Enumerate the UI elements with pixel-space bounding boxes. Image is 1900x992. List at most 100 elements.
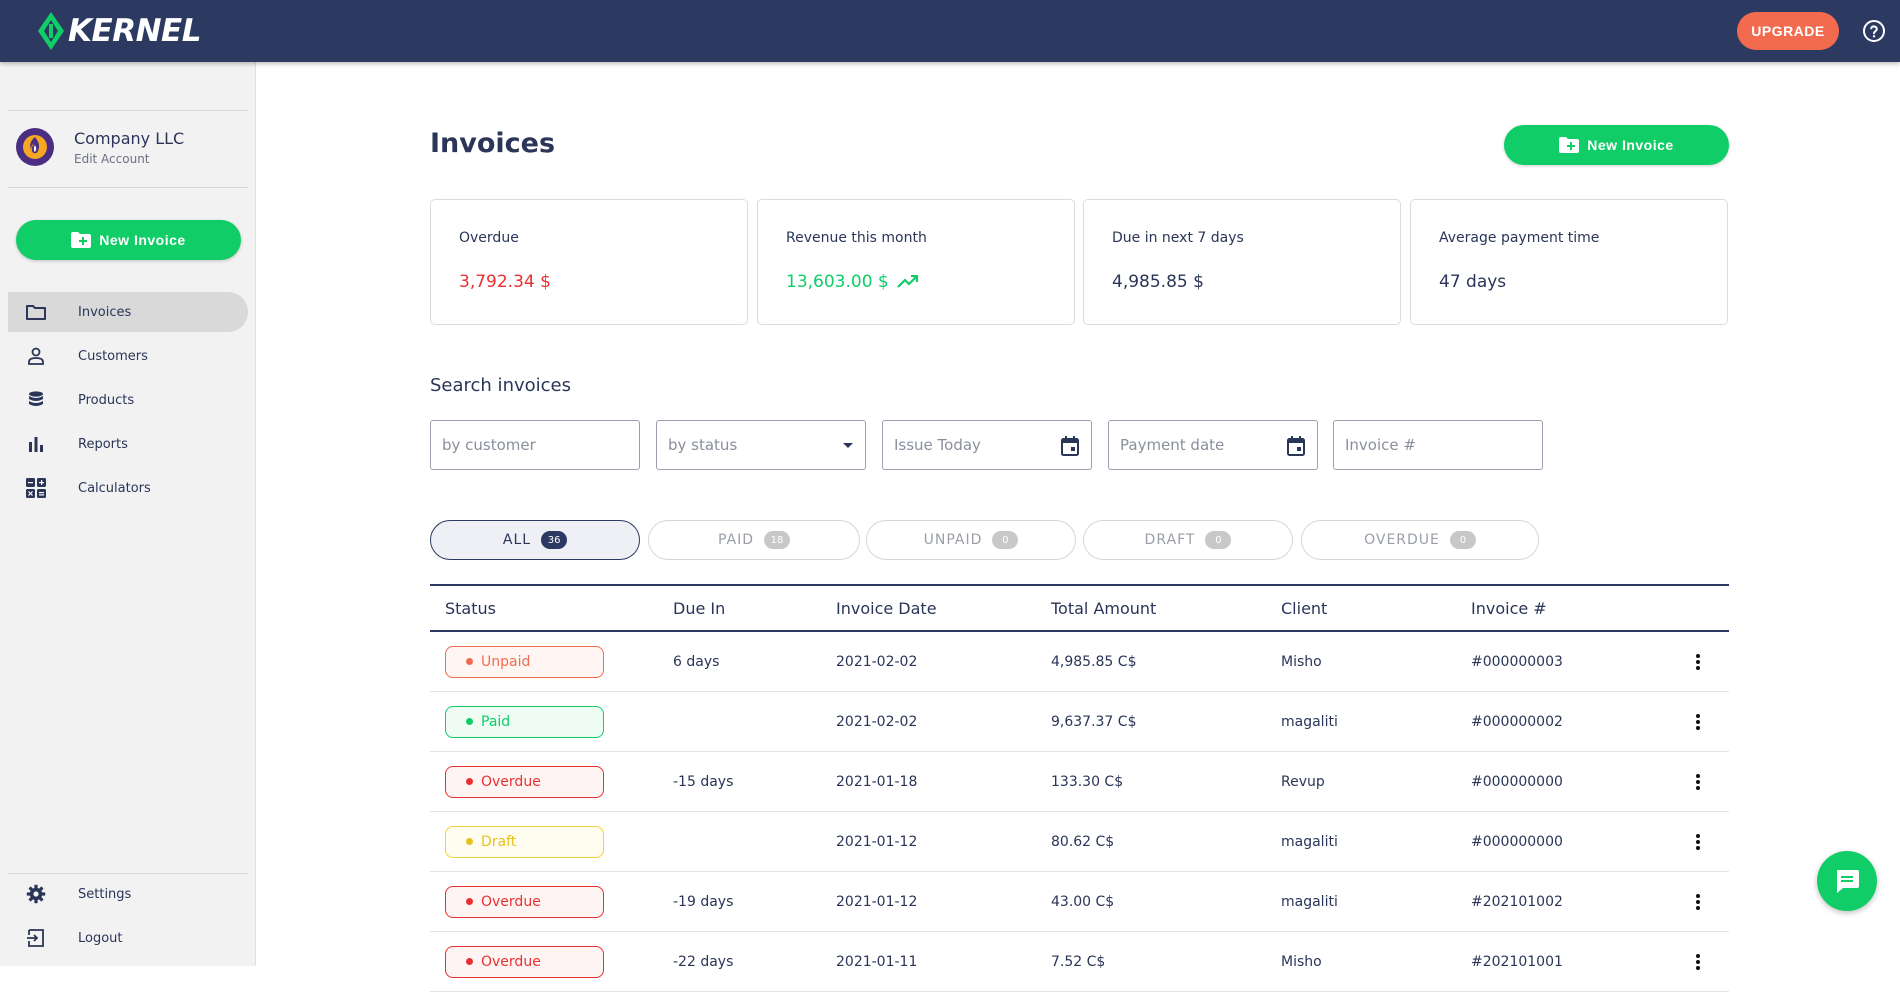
sidebar-item-products[interactable]: Products xyxy=(8,380,248,420)
filter-chip-paid[interactable]: PAID 18 xyxy=(648,520,860,560)
due-in-cell: -19 days xyxy=(673,893,734,910)
invoice-number-cell: #000000000 xyxy=(1471,833,1563,850)
status-dot xyxy=(466,958,473,965)
issue-date-input[interactable]: Issue Today xyxy=(882,420,1092,470)
more-options-icon[interactable] xyxy=(1688,950,1708,974)
table-row[interactable]: Overdue -22 days 2021-01-11 7.52 C$ Mish… xyxy=(430,932,1729,992)
filter-chip-count: 0 xyxy=(1449,531,1476,549)
stat-value: 4,985.85 $ xyxy=(1112,272,1204,292)
column-header-status[interactable]: Status xyxy=(445,598,496,618)
folder-add-icon xyxy=(1559,137,1580,153)
column-header-invoice-date[interactable]: Invoice Date xyxy=(836,598,937,618)
column-header-due-in[interactable]: Due In xyxy=(673,598,726,618)
more-options-icon[interactable] xyxy=(1688,650,1708,674)
stat-card-average-payment-time: Average payment time 47 days xyxy=(1410,199,1728,325)
sidebar-item-reports[interactable]: Reports xyxy=(8,424,248,464)
status-badge: Overdue xyxy=(445,885,604,918)
table-row[interactable]: Draft 2021-01-12 80.62 C$ magaliti #0000… xyxy=(430,812,1729,872)
status-badge-label: Draft xyxy=(481,833,517,850)
status-badge-label: Overdue xyxy=(481,893,541,910)
sidebar-bottom-nav: Settings Logout xyxy=(8,874,248,962)
brand-name: KERNEL xyxy=(68,13,201,49)
account-block[interactable]: Company LLC Edit Account xyxy=(16,124,184,170)
filter-chip-all[interactable]: ALL 36 xyxy=(430,520,640,560)
filter-chip-draft[interactable]: DRAFT 0 xyxy=(1083,520,1293,560)
sidebar-divider xyxy=(8,873,248,874)
invoice-date-cell: 2021-02-02 xyxy=(836,713,918,730)
invoice-number-cell: #000000002 xyxy=(1471,713,1563,730)
avatar[interactable] xyxy=(16,128,54,166)
sidebar-item-customers[interactable]: Customers xyxy=(8,336,248,376)
more-options-icon[interactable] xyxy=(1688,830,1708,854)
chat-button[interactable] xyxy=(1817,851,1877,911)
customer-search-input[interactable]: by customer xyxy=(430,420,640,470)
filter-chip-label: OVERDUE xyxy=(1364,532,1440,548)
invoice-date-cell: 2021-01-11 xyxy=(836,953,918,970)
filter-chip-count: 0 xyxy=(1205,531,1232,549)
invoice-number-input[interactable]: Invoice # xyxy=(1333,420,1543,470)
filter-chip-unpaid[interactable]: UNPAID 0 xyxy=(866,520,1076,560)
status-dot xyxy=(466,898,473,905)
filter-chip-overdue[interactable]: OVERDUE 0 xyxy=(1301,520,1539,560)
gear-icon xyxy=(26,884,46,904)
due-in-cell: -15 days xyxy=(673,773,734,790)
filter-chip-label: PAID xyxy=(717,532,755,548)
stat-card-due-next-7-days: Due in next 7 days 4,985.85 $ xyxy=(1083,199,1401,325)
filter-chip-count: 0 xyxy=(992,531,1019,549)
stat-card-revenue: Revenue this month 13,603.00 $ xyxy=(757,199,1075,325)
sidebar-new-invoice-button[interactable]: New Invoice xyxy=(16,220,241,260)
payment-date-placeholder: Payment date xyxy=(1120,436,1225,454)
status-badge: Draft xyxy=(445,825,604,858)
more-options-icon[interactable] xyxy=(1688,710,1708,734)
client-cell: magaliti xyxy=(1281,713,1338,730)
sidebar-item-settings[interactable]: Settings xyxy=(8,874,248,914)
column-header-client[interactable]: Client xyxy=(1281,598,1328,618)
upgrade-button[interactable]: UPGRADE xyxy=(1737,12,1839,50)
table-row[interactable]: Unpaid 6 days 2021-02-02 4,985.85 C$ Mis… xyxy=(430,632,1729,692)
status-dot xyxy=(466,718,473,725)
stat-label: Overdue xyxy=(459,230,519,246)
invoice-number-cell: #000000003 xyxy=(1471,653,1563,670)
column-header-invoice-number[interactable]: Invoice # xyxy=(1471,598,1547,618)
sidebar-item-label: Calculators xyxy=(78,480,151,496)
column-header-total-amount[interactable]: Total Amount xyxy=(1051,598,1157,618)
more-options-icon[interactable] xyxy=(1688,890,1708,914)
sidebar-item-logout[interactable]: Logout xyxy=(8,918,248,958)
help-icon[interactable] xyxy=(1862,19,1886,43)
sidebar-item-label: Settings xyxy=(78,886,132,902)
filter-chip-label: DRAFT xyxy=(1144,532,1196,548)
sidebar-nav: Invoices Customers Products Reports Calc… xyxy=(8,292,248,512)
due-in-cell: -22 days xyxy=(673,953,734,970)
status-badge: Unpaid xyxy=(445,645,604,678)
status-badge: Overdue xyxy=(445,945,604,978)
folder-icon xyxy=(26,302,46,322)
client-cell: Misho xyxy=(1281,653,1322,670)
new-invoice-button[interactable]: New Invoice xyxy=(1504,125,1729,165)
new-invoice-label: New Invoice xyxy=(1587,137,1674,153)
payment-date-input[interactable]: Payment date xyxy=(1108,420,1318,470)
more-options-icon[interactable] xyxy=(1688,770,1708,794)
stat-value: 13,603.00 $ xyxy=(786,272,919,292)
invoice-date-cell: 2021-01-12 xyxy=(836,833,918,850)
total-amount-cell: 133.30 C$ xyxy=(1051,773,1124,790)
calendar-icon[interactable] xyxy=(1287,436,1305,456)
sidebar-divider xyxy=(8,187,248,188)
sidebar-item-label: Products xyxy=(78,392,135,408)
trending-up-icon xyxy=(896,275,918,288)
invoice-number-cell: #000000000 xyxy=(1471,773,1563,790)
table-row[interactable]: Overdue -19 days 2021-01-12 43.00 C$ mag… xyxy=(430,872,1729,932)
status-badge-label: Unpaid xyxy=(481,653,531,670)
invoice-date-cell: 2021-01-18 xyxy=(836,773,918,790)
table-row[interactable]: Overdue -15 days 2021-01-18 133.30 C$ Re… xyxy=(430,752,1729,812)
client-cell: Misho xyxy=(1281,953,1322,970)
sidebar-new-invoice-label: New Invoice xyxy=(99,232,186,248)
status-select[interactable]: by status xyxy=(656,420,866,470)
status-dot xyxy=(466,838,473,845)
top-bar: KERNEL UPGRADE xyxy=(0,0,1900,62)
table-row[interactable]: Paid 2021-02-02 9,637.37 C$ magaliti #00… xyxy=(430,692,1729,752)
edit-account-link[interactable]: Edit Account xyxy=(74,151,150,166)
sidebar-item-invoices[interactable]: Invoices xyxy=(8,292,248,332)
sidebar-item-calculators[interactable]: Calculators xyxy=(8,468,248,508)
brand-logo[interactable]: KERNEL xyxy=(36,10,201,52)
calendar-icon[interactable] xyxy=(1061,436,1079,456)
